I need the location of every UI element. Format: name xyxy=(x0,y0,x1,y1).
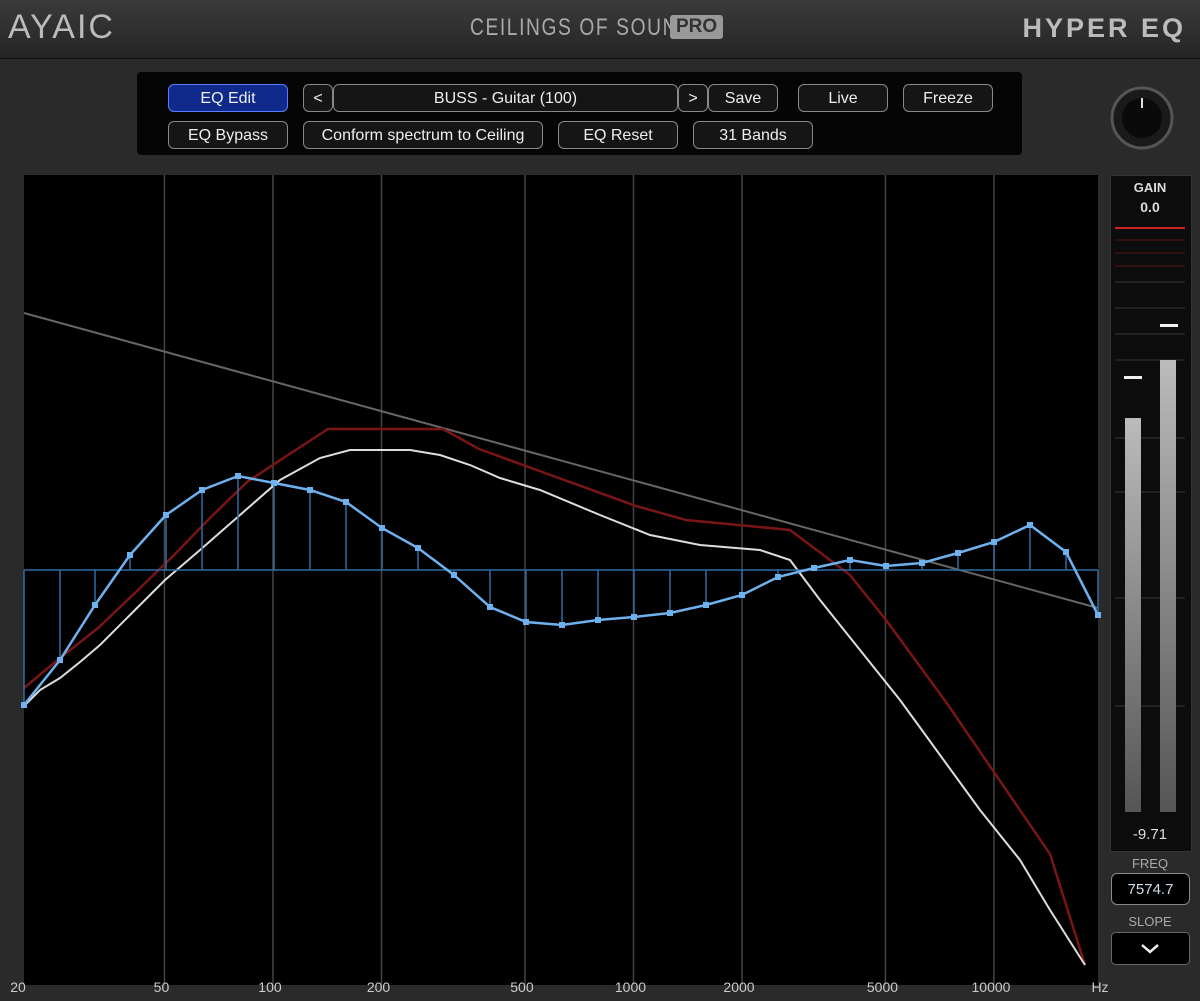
eq-bands xyxy=(21,473,1101,708)
meter-value: -9.71 xyxy=(1132,826,1168,843)
band-handle xyxy=(523,619,529,625)
band-handle xyxy=(487,604,493,610)
freq-tick-label: 1000 xyxy=(615,979,646,995)
eq-edit-button[interactable]: EQ Edit xyxy=(168,84,288,112)
freq-tick-label: 100 xyxy=(258,979,282,995)
band-handle xyxy=(883,563,889,569)
band-handle xyxy=(559,622,565,628)
band-handle xyxy=(1095,612,1101,618)
ceiling-line xyxy=(23,312,1099,609)
band-handle xyxy=(307,487,313,493)
band-handle xyxy=(451,572,457,578)
band-handle xyxy=(667,610,673,616)
band-handle xyxy=(271,480,277,486)
band-handle xyxy=(199,487,205,493)
plot-area xyxy=(24,175,1098,985)
freeze-button[interactable]: Freeze xyxy=(903,84,993,112)
ceiling-curve xyxy=(23,427,1087,966)
band-handle xyxy=(739,592,745,598)
band-handle xyxy=(1063,549,1069,555)
band-handle xyxy=(775,574,781,580)
band-handle xyxy=(379,525,385,531)
freq-tick-label: 50 xyxy=(154,979,170,995)
eq-reset-button[interactable]: EQ Reset xyxy=(558,121,678,149)
freq-label: FREQ xyxy=(1131,856,1169,871)
band-handle xyxy=(991,539,997,545)
band-handle xyxy=(811,565,817,571)
level-meter xyxy=(1115,227,1185,812)
band-handle xyxy=(955,550,961,556)
save-button[interactable]: Save xyxy=(708,84,778,112)
next-preset-button[interactable]: > xyxy=(678,84,708,112)
band-handle xyxy=(415,545,421,551)
freq-unit: Hz xyxy=(1091,979,1108,995)
band-handle xyxy=(163,512,169,518)
band-handle xyxy=(1027,522,1033,528)
spectrum-curve xyxy=(23,449,1086,966)
band-handle xyxy=(343,499,349,505)
pro-badge: PRO xyxy=(670,15,724,39)
slope-label: SLOPE xyxy=(1128,914,1172,929)
band-handle xyxy=(847,557,853,563)
logo: AYAIC xyxy=(8,8,115,46)
freq-input[interactable]: 7574.7 xyxy=(1111,873,1190,905)
band-handle xyxy=(127,552,133,558)
band-handle xyxy=(235,473,241,479)
output-knob[interactable] xyxy=(1110,86,1174,150)
freq-tick-label: 5000 xyxy=(867,979,898,995)
freq-tick-label: 2000 xyxy=(723,979,754,995)
freq-tick-label: 500 xyxy=(510,979,534,995)
slope-dropdown[interactable] xyxy=(1111,932,1190,965)
prev-preset-button[interactable]: < xyxy=(303,84,333,112)
preset-name[interactable]: BUSS - Guitar (100) xyxy=(333,84,678,112)
conform-button[interactable]: Conform spectrum to Ceiling xyxy=(303,121,543,149)
band-handle xyxy=(92,602,98,608)
band-handle xyxy=(57,657,63,663)
eq-bypass-button[interactable]: EQ Bypass xyxy=(168,121,288,149)
eq-display: 20 50 100 200 500 1000 2000 5000 10000 Hz xyxy=(10,175,1109,995)
gain-meter-panel xyxy=(1110,175,1192,852)
freq-tick-label: 10000 xyxy=(972,979,1011,995)
band-handle xyxy=(703,602,709,608)
bands-button[interactable]: 31 Bands xyxy=(693,121,813,149)
live-button[interactable]: Live xyxy=(798,84,888,112)
band-handle xyxy=(21,702,27,708)
product-name: CEILINGS OF SOUND xyxy=(470,14,694,41)
band-handle xyxy=(595,617,601,623)
plugin-title: HYPER EQ xyxy=(1022,13,1186,43)
band-handle xyxy=(919,560,925,566)
freq-tick-label: 20 xyxy=(10,979,26,995)
band-handle xyxy=(631,614,637,620)
gain-label: GAIN xyxy=(1133,180,1167,195)
freq-tick-label: 200 xyxy=(367,979,391,995)
gain-value: 0.0 xyxy=(1140,199,1160,215)
title-bar xyxy=(0,0,1200,59)
